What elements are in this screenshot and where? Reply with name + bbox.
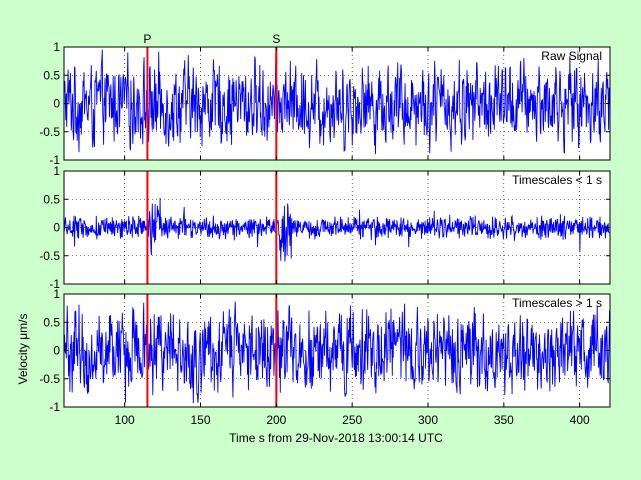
panel-3: -1 -0.5 0 0.5 1 Timescales > 1 s [39, 287, 611, 414]
panel-1: -1 -0.5 0 0.5 1 Raw Signal [39, 40, 611, 167]
x-tick-label: 300 [418, 413, 438, 427]
y-tick-label: 1 [53, 164, 60, 178]
x-tick-labels: 100 150 200 250 300 350 400 [115, 413, 590, 427]
y-tick-label: 0.5 [43, 68, 60, 82]
x-tick-label: 250 [342, 413, 362, 427]
x-tick-label: 350 [494, 413, 514, 427]
marker-label-p: P [143, 32, 151, 46]
y-tick-label: 1 [53, 287, 60, 301]
panels-group: -1 -0.5 0 0.5 1 Raw Signal -1 -0.5 0 0.5 1 Timescal… [39, 40, 611, 414]
y-tick-label: 0.5 [43, 192, 60, 206]
y-tick-label: -1 [49, 277, 60, 291]
x-tick-label: 100 [115, 413, 135, 427]
signal-trace [63, 197, 611, 262]
panel-label: Raw Signal [541, 49, 602, 63]
x-axis-label: Time s from 29-Nov-2018 13:00:14 UTC [229, 431, 443, 445]
x-tick-label: 200 [266, 413, 286, 427]
panel-2: -1 -0.5 0 0.5 1 Timescales < 1 s [39, 164, 611, 291]
x-tick-label: 400 [570, 413, 590, 427]
y-tick-label: -1 [49, 153, 60, 167]
panel-label: Timescales < 1 s [512, 173, 602, 187]
y-tick-label: -1 [49, 400, 60, 414]
y-tick-label: -0.5 [39, 125, 60, 139]
y-tick-label: 1 [53, 40, 60, 54]
y-tick-label: 0 [53, 344, 60, 358]
signal-trace [63, 49, 611, 155]
y-axis-label: Velocity μm/s [16, 314, 30, 385]
y-tick-label: 0.5 [43, 315, 60, 329]
panel-label: Timescales > 1 s [512, 296, 602, 310]
signal-trace [63, 301, 611, 404]
x-tick-label: 150 [190, 413, 210, 427]
y-tick-label: 0 [53, 221, 60, 235]
y-tick-label: -0.5 [39, 249, 60, 263]
y-tick-label: 0 [53, 97, 60, 111]
y-tick-label: -0.5 [39, 372, 60, 386]
marker-label-s: S [272, 32, 280, 46]
